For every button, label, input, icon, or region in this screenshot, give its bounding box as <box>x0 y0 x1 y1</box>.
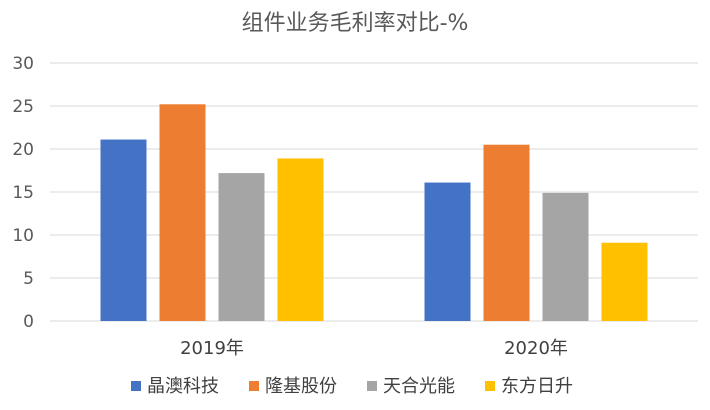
bar-隆基股份-2020年 <box>483 144 530 321</box>
y-tick-label-25: 25 <box>12 97 34 117</box>
legend-label-2: 天合光能 <box>383 376 455 397</box>
legend-swatch-1 <box>249 381 259 391</box>
bar-天合光能-2019年 <box>218 173 265 321</box>
bar-晶澳科技-2020年 <box>424 182 471 321</box>
bars <box>100 104 648 321</box>
y-tick-label-10: 10 <box>12 226 34 246</box>
x-tick-label-1: 2020年 <box>504 338 568 359</box>
legend-label-0: 晶澳科技 <box>147 376 219 397</box>
y-tick-label-30: 30 <box>12 54 34 74</box>
legend: 晶澳科技 隆基股份 天合光能 东方日升 <box>131 376 573 397</box>
bar-晶澳科技-2019年 <box>100 139 147 321</box>
y-axis: 0 5 10 15 20 25 30 <box>12 54 34 332</box>
bar-隆基股份-2019年 <box>159 104 206 321</box>
y-tick-label-5: 5 <box>23 269 34 289</box>
chart-title: 组件业务毛利率对比-% <box>242 11 469 36</box>
bar-天合光能-2020年 <box>542 192 589 321</box>
y-tick-label-20: 20 <box>12 140 34 160</box>
legend-swatch-0 <box>131 381 141 391</box>
gridlines <box>50 62 698 322</box>
x-axis: 2019年 2020年 <box>180 338 568 359</box>
legend-label-3: 东方日升 <box>501 376 573 397</box>
legend-swatch-3 <box>485 381 495 391</box>
x-tick-label-0: 2019年 <box>180 338 244 359</box>
y-tick-label-0: 0 <box>23 312 34 332</box>
bar-东方日升-2020年 <box>601 242 648 321</box>
legend-swatch-2 <box>367 381 377 391</box>
legend-label-1: 隆基股份 <box>265 376 337 397</box>
bar-东方日升-2019年 <box>277 158 324 321</box>
y-tick-label-15: 15 <box>12 183 34 203</box>
